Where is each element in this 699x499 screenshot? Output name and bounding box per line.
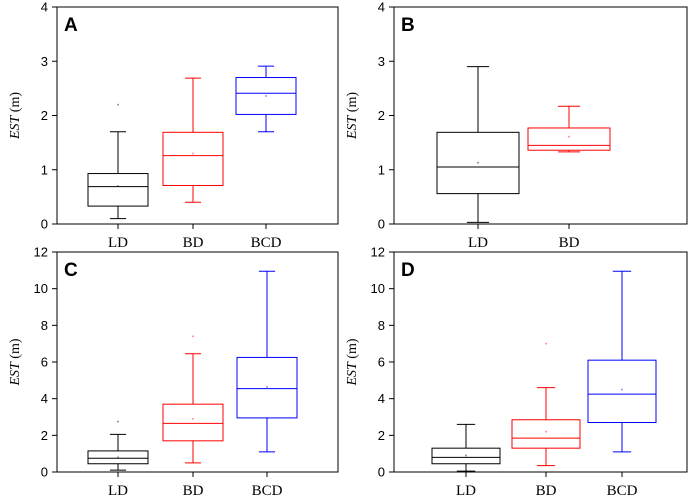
x-tick-label: BCD [252,483,283,499]
x-tick-label: LD [456,483,476,499]
y-tick-label: 12 [34,245,48,260]
panel-c: 0 2 4 6 8 10 12 EST (m) C LD BD BCD [8,245,339,499]
mean-marker [117,456,119,459]
x-tick-label: BCD [607,483,638,499]
y-tick-label: 3 [41,54,48,69]
y-tick-label: 0 [41,465,48,480]
mean-marker [477,161,479,164]
x-tick-label: LD [468,235,488,251]
y-tick-label: 2 [41,428,48,443]
y-tick-label: 2 [41,108,48,123]
outlier-point [117,103,119,106]
y-tick-label: 12 [371,245,385,260]
y-tick-label: 0 [41,217,48,232]
y-tick-label: 8 [378,318,385,333]
iqr-box [436,131,520,195]
panel-letter: A [64,15,78,36]
panel-letter: C [64,260,78,281]
y-tick-label: 6 [41,355,48,370]
iqr-box [162,403,224,442]
plot-frame [56,251,339,473]
plot-frame [56,6,339,225]
mean-marker [545,430,547,433]
y-tick-label: 10 [34,281,48,296]
y-axis-title: EST (m) [8,338,23,386]
y-tick-label: 10 [371,281,385,296]
iqr-box [587,359,657,423]
box-bd: BD [162,335,224,499]
y-tick-label: 0 [378,465,385,480]
plot-frame [393,6,688,225]
plot-frame [393,251,688,473]
iqr-box [87,450,149,465]
mean-marker [192,418,194,420]
y-axis-title-variable: EST [8,114,23,140]
y-tick-label: 0 [378,217,385,232]
x-tick-label: BD [183,235,204,251]
iqr-box [162,131,224,186]
outlier-point [117,420,119,423]
y-axis-title: EST (m) [345,92,360,140]
panel-d: 0 2 4 6 8 10 12 EST (m) D LD BD BCD [345,245,688,499]
x-tick-label: BCD [251,235,282,251]
panel-letter: D [401,260,415,281]
y-tick-label: 8 [41,318,48,333]
panel-b: 0 1 2 3 4 EST (m) B LD BD [345,0,688,251]
box-ld: LD [87,420,149,499]
mean-marker [568,135,570,138]
iqr-box [431,447,501,465]
iqr-box [527,127,611,151]
y-axis-title: EST (m) [8,92,23,140]
panel-letter: B [401,15,415,36]
iqr-box [511,419,581,449]
panel-a: 0 1 2 3 4 EST (m) A LD BD BCD [8,0,339,251]
outlier-point [545,342,547,345]
y-tick-label: 2 [378,108,385,123]
y-tick-label: 4 [378,391,385,406]
box-bcd: BCD [235,65,297,251]
mean-marker [266,385,268,388]
y-axis-title-variable: EST [345,361,360,387]
mean-marker [265,95,267,97]
box-ld: LD [431,423,501,499]
mean-marker [192,152,194,155]
box-bd: BD [162,77,224,251]
y-axis-title-unit: (m) [8,92,23,116]
x-tick-label: BD [183,483,204,499]
y-tick-label: 4 [41,0,48,15]
x-tick-label: LD [108,483,128,499]
y-tick-label: 4 [378,0,385,15]
box-bcd: BCD [236,270,298,499]
x-tick-label: BD [559,235,580,251]
box-ld: LD [436,66,520,251]
y-tick-label: 6 [378,355,385,370]
x-tick-label: LD [108,235,128,251]
box-bcd: BCD [587,270,657,499]
box-ld: LD [87,103,149,251]
y-axis-title: EST (m) [345,338,360,386]
mean-marker [621,388,623,391]
y-axis-title-unit: (m) [345,92,360,116]
y-axis-title-unit: (m) [345,338,360,362]
y-tick-label: 4 [41,391,48,406]
y-tick-label: 1 [378,162,385,177]
x-tick-label: BD [536,483,557,499]
y-tick-label: 3 [378,54,385,69]
y-axis-title-variable: EST [345,114,360,140]
mean-marker [117,185,119,187]
iqr-box [236,356,298,419]
y-tick-label: 2 [378,428,385,443]
iqr-box [235,77,297,115]
mean-marker [465,454,467,457]
y-tick-label: 1 [41,162,48,177]
box-bd: BD [527,105,611,251]
outlier-point [192,335,194,338]
iqr-box [87,173,149,207]
y-axis-title-unit: (m) [8,338,23,362]
box-bd: BD [511,342,581,499]
y-axis-title-variable: EST [8,361,23,387]
